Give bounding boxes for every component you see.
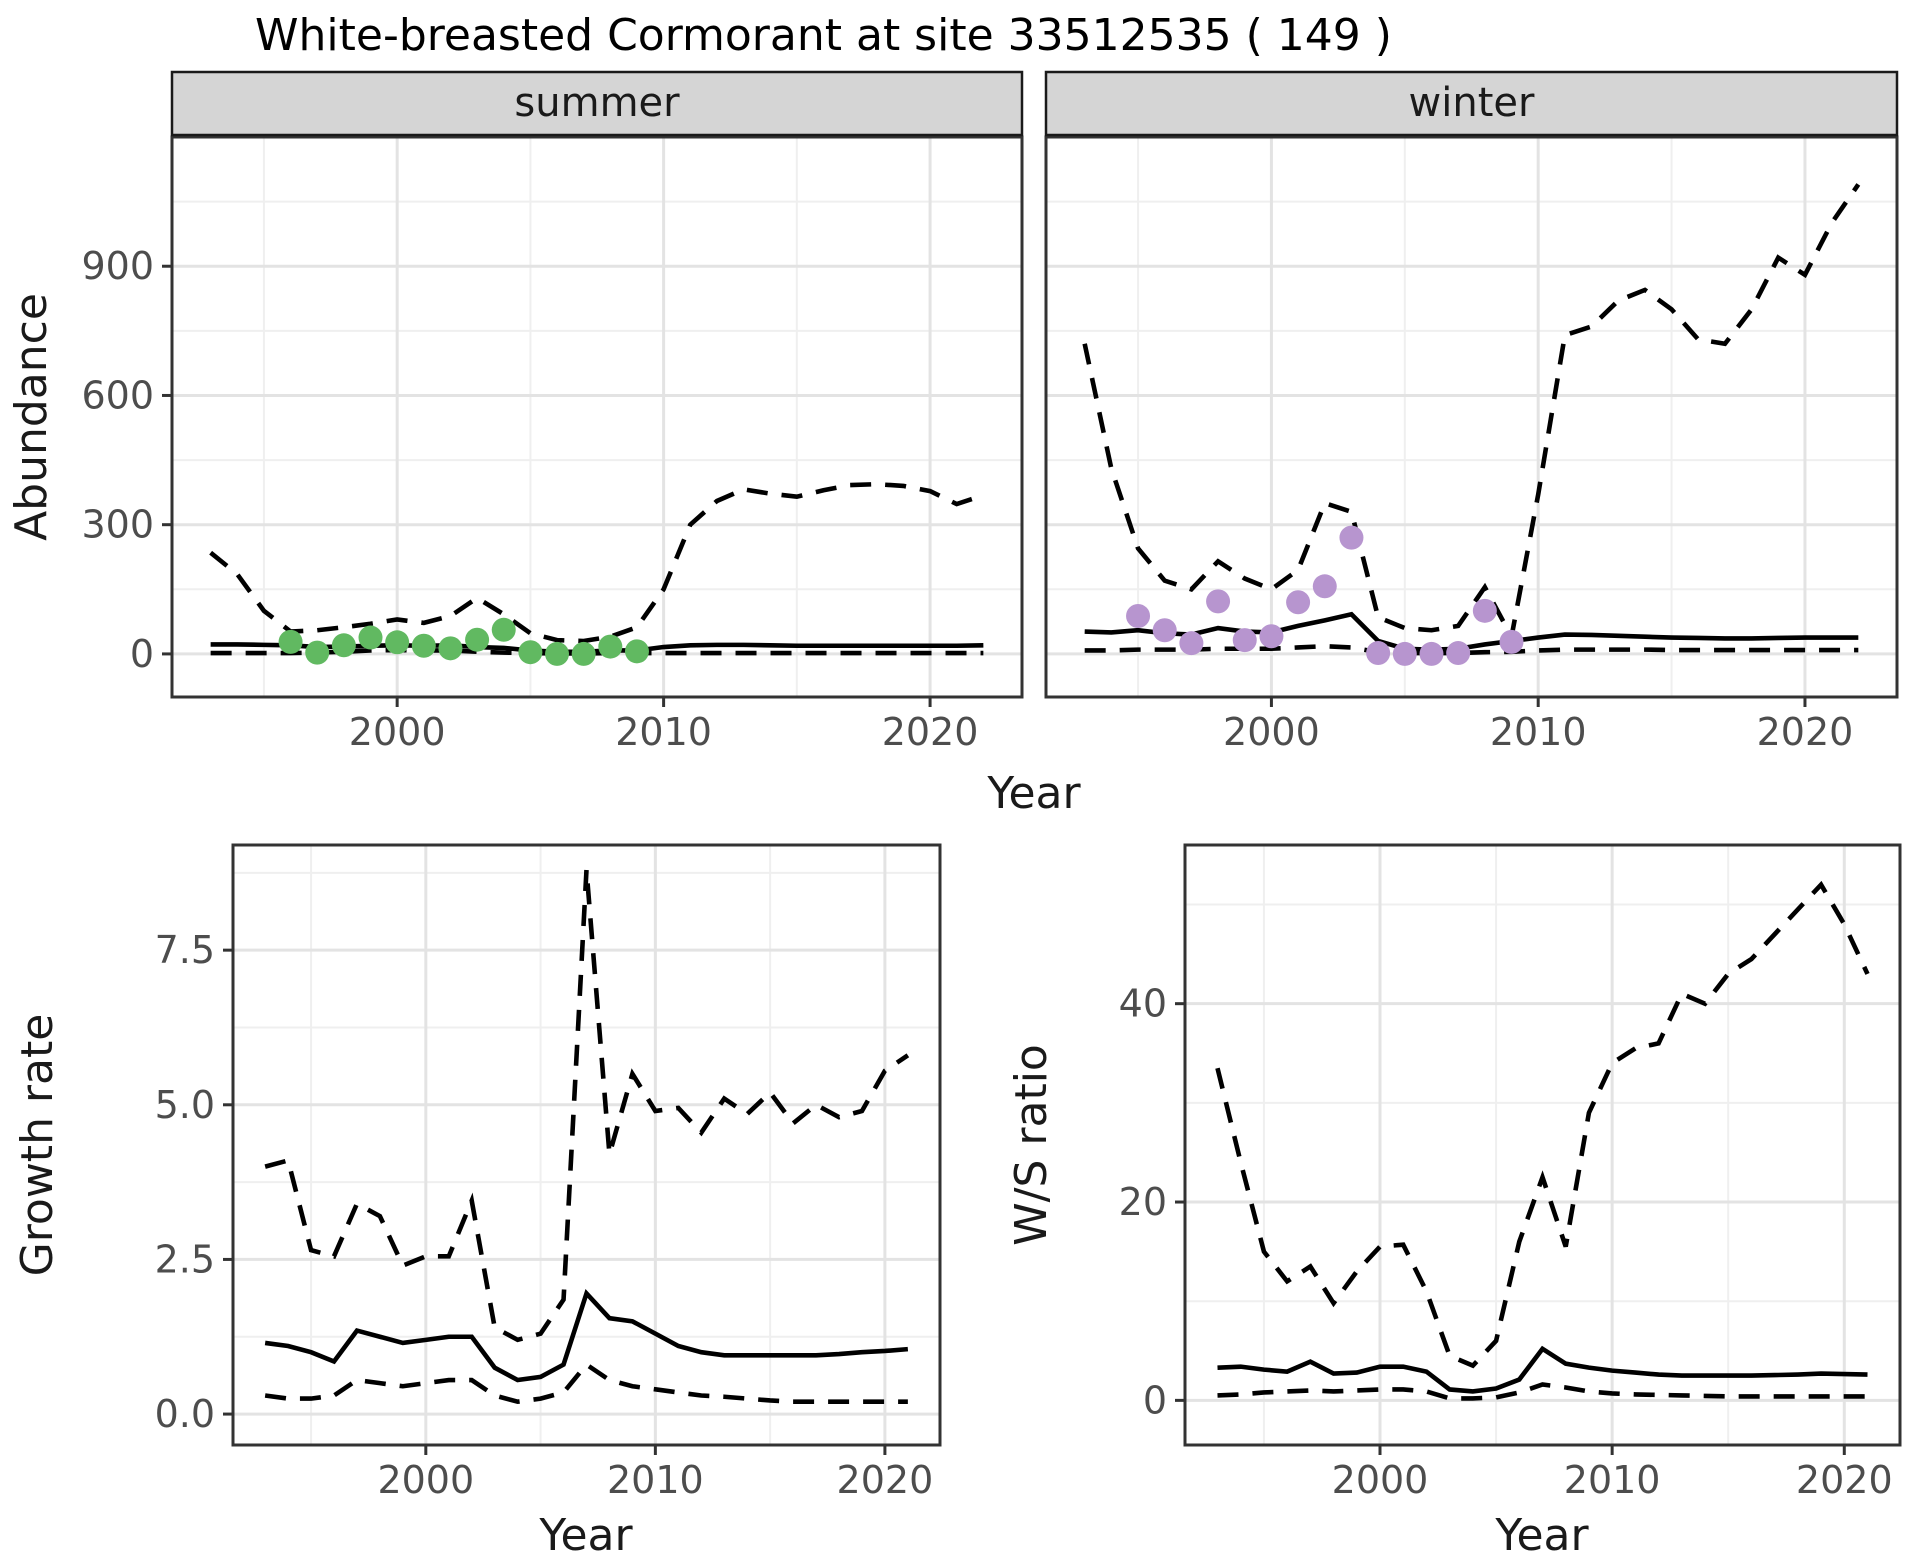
- observed-point: [1286, 590, 1311, 615]
- observed-point: [1366, 641, 1391, 666]
- observed-point: [1206, 589, 1231, 614]
- observed-point: [1472, 598, 1497, 623]
- line-upper_95ci: [1215, 880, 1870, 1369]
- x-axis-title-year-bottom-right: Year: [1494, 1510, 1589, 1560]
- observed-point: [1126, 604, 1151, 629]
- facet-strip: [170, 70, 1024, 137]
- x-tick-label: 2020: [1796, 1458, 1893, 1502]
- x-tick-label: 2000: [349, 710, 446, 754]
- x-tick-label: 2000: [1223, 710, 1320, 754]
- observed-point: [331, 633, 356, 658]
- observed-point: [1419, 641, 1444, 666]
- observed-point: [624, 639, 649, 664]
- observed-point: [278, 629, 303, 654]
- x-tick-label: 2000: [377, 1458, 474, 1502]
- observed-point: [1392, 641, 1417, 666]
- panel-border: [1044, 135, 1899, 699]
- observed-point: [411, 633, 436, 658]
- panel-winter: winter 2000 2010 2020: [1044, 70, 1899, 754]
- line-lower_95ci: [264, 1361, 908, 1405]
- line-median: [1084, 611, 1859, 652]
- facet-strip-label: summer: [514, 80, 680, 126]
- observed-point: [1152, 618, 1177, 643]
- y-tick-label: 600: [81, 373, 154, 417]
- observed-point: [358, 625, 383, 650]
- y-tick-label: 900: [81, 244, 154, 288]
- line-median: [264, 1289, 909, 1383]
- y-tick-label: 7.5: [155, 928, 215, 972]
- y-tick-label: 5.0: [155, 1083, 215, 1127]
- line-upper_95ci: [209, 481, 985, 644]
- observed-point: [1446, 641, 1471, 666]
- observed-point: [438, 636, 463, 661]
- y-axis-title-growth-rate: Growth rate: [12, 1014, 63, 1277]
- observed-point: [545, 641, 570, 666]
- observed-point: [491, 617, 516, 642]
- y-tick-label: 0: [1143, 1378, 1167, 1422]
- observed-point: [1339, 525, 1364, 550]
- x-tick-label: 2020: [1757, 710, 1854, 754]
- facet-strip: [1044, 70, 1899, 137]
- x-tick-label: 2000: [1332, 1458, 1429, 1502]
- y-axis-title-ws-ratio: W/S ratio: [1006, 1044, 1057, 1246]
- x-axis-title-year-top: Year: [986, 768, 1081, 819]
- line-upper_95ci: [264, 869, 910, 1343]
- observed-point: [1312, 574, 1337, 599]
- observed-point: [571, 641, 596, 666]
- observed-point: [1499, 629, 1524, 654]
- x-tick-label: 2010: [615, 710, 712, 754]
- y-tick-label: 20: [1119, 1180, 1167, 1224]
- facet-strip-label: winter: [1409, 80, 1535, 126]
- panel-border: [1183, 843, 1902, 1447]
- observed-point: [465, 627, 490, 652]
- x-tick-label: 2020: [882, 710, 979, 754]
- observed-point: [1259, 624, 1284, 649]
- x-axis-title-year-bottom-left: Year: [538, 1510, 633, 1560]
- observed-point: [1179, 631, 1204, 656]
- y-tick-label: 40: [1119, 982, 1167, 1026]
- observed-point: [518, 640, 543, 665]
- panel-border: [231, 843, 942, 1447]
- x-tick-label: 2010: [607, 1458, 704, 1502]
- y-tick-label: 0.0: [155, 1392, 215, 1436]
- observed-point: [1232, 628, 1257, 653]
- panel-summer: summer 2000 2010 2020 0 300 600 900: [81, 70, 1024, 754]
- x-tick-label: 2010: [1490, 710, 1587, 754]
- line-median: [1217, 1345, 1868, 1394]
- observed-point: [598, 634, 623, 659]
- line-lower_95ci: [1217, 1382, 1868, 1401]
- line-lower_95ci: [1084, 643, 1859, 656]
- observed-point: [385, 630, 410, 655]
- y-tick-label: 300: [81, 503, 154, 547]
- panel-border: [170, 135, 1024, 699]
- x-tick-label: 2010: [1564, 1458, 1661, 1502]
- plot-title: White-breasted Cormorant at site 3351253…: [255, 10, 1392, 61]
- x-tick-label: 2020: [837, 1458, 934, 1502]
- panel-w-s-ratio: 2000 2010 2020 0 20 40: [1119, 843, 1902, 1502]
- observed-point: [305, 640, 330, 665]
- y-tick-label: 0: [130, 632, 154, 676]
- y-tick-label: 2.5: [155, 1237, 215, 1281]
- y-axis-title-abundance: Abundance: [6, 293, 57, 541]
- panel-growth-rate: 2000 2010 2020 0.0 2.5 5.0 7.5: [155, 843, 942, 1502]
